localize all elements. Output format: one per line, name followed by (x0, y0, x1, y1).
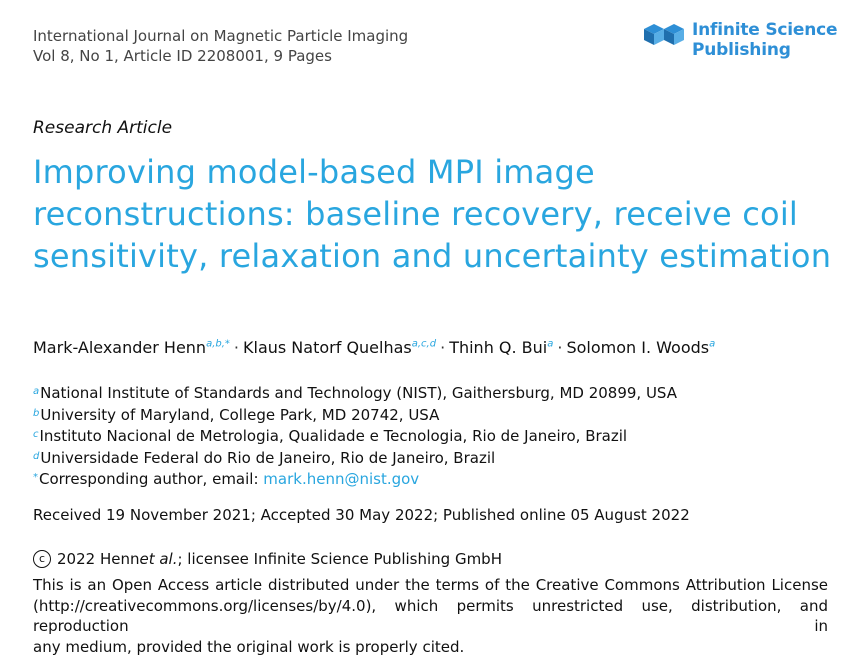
author-separator: · (440, 338, 446, 357)
copyright-line: c 2022 Henn et al.; licensee Infinite Sci… (33, 550, 502, 568)
affiliation-sup: a (33, 386, 40, 397)
copyright-year-author: 2022 Henn (57, 550, 140, 568)
affiliation-list: aNational Institute of Standards and Tec… (33, 382, 677, 490)
license-line: any medium, provided the original work i… (33, 637, 465, 656)
copyright-licensee: ; licensee Infinite Science Publishing G… (177, 550, 502, 568)
email-link[interactable]: mark.henn@nist.gov (263, 470, 420, 488)
publisher-name-line1: Infinite Science (692, 20, 838, 40)
author-separator: · (557, 338, 563, 357)
article-type: Research Article (33, 118, 173, 138)
journal-issue: Vol 8, No 1, Article ID 2208001, 9 Pages (33, 47, 332, 65)
journal-header: International Journal on Magnetic Partic… (33, 26, 408, 66)
license-text: This is an Open Access article distribut… (33, 575, 828, 657)
author-name: Thinh Q. Bui (449, 338, 548, 357)
affiliation-text: University of Maryland, College Park, MD… (40, 405, 440, 424)
affiliation-sup: d (33, 450, 40, 462)
author-list: Mark-Alexander Henna,b,* · Klaus Natorf Qu… (33, 338, 715, 357)
publisher-name-line2: Publishing (692, 40, 791, 60)
corresponding-sup: * (33, 472, 38, 483)
publisher-logo: Infinite Science Publishing (642, 20, 838, 60)
copyright-icon: c (33, 550, 51, 568)
corresponding-label: Corresponding author, email: (39, 470, 264, 488)
affiliation-sup: b (33, 407, 40, 419)
author-name: Mark-Alexander Henn (33, 338, 207, 357)
publication-dates: Received 19 November 2021; Accepted 30 M… (33, 506, 690, 524)
affiliation-text: Universidade Federal do Rio de Janeiro, … (40, 448, 496, 467)
author-sup: a (709, 338, 716, 350)
license-line: (http://creativecommons.org/licenses/by/… (33, 596, 828, 636)
affiliation: aNational Institute of Standards and Tec… (33, 382, 677, 404)
license-line: This is an Open Access article distribut… (33, 576, 828, 594)
author-name: Solomon I. Woods (566, 338, 710, 357)
article-title: Improving model-based MPI image reconstr… (33, 153, 832, 275)
author-sup: a,b,* (206, 338, 230, 350)
affiliation-sup: c (33, 429, 39, 440)
affiliation: cInstituto Nacional de Metrologia, Quali… (33, 425, 677, 447)
author-name: Klaus Natorf Quelhas (243, 338, 412, 357)
affiliation: dUniversidade Federal do Rio de Janeiro,… (33, 447, 677, 469)
corresponding-author: *Corresponding author, email: mark.henn@… (33, 468, 677, 490)
affiliation: bUniversity of Maryland, College Park, M… (33, 404, 677, 426)
affiliation-text: Instituto Nacional de Metrologia, Qualid… (39, 427, 628, 445)
journal-name: International Journal on Magnetic Partic… (33, 27, 409, 45)
author-sup: a,c,d (411, 338, 437, 350)
author-separator: · (233, 338, 239, 357)
affiliation-text: National Institute of Standards and Tech… (40, 384, 677, 402)
author-sup: a (547, 338, 554, 350)
cube-logo-icon (644, 24, 684, 45)
copyright-etal: et al. (139, 550, 178, 568)
